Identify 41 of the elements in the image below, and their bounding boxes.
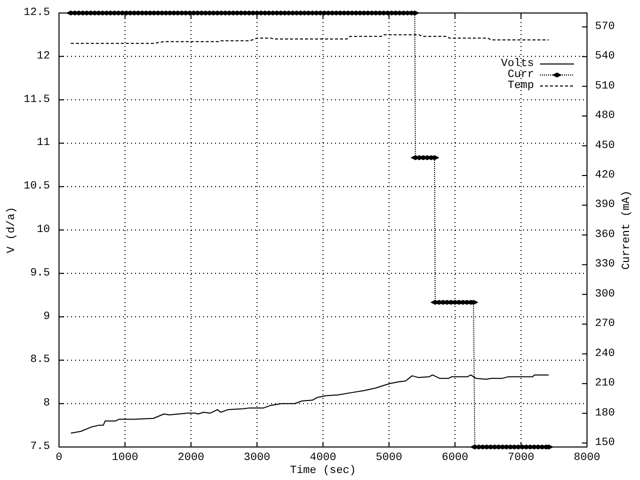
y-tick-label: 11.5 xyxy=(24,94,50,106)
legend-label: Curr xyxy=(508,69,534,81)
x-tick-label: 4000 xyxy=(310,452,336,464)
y-tick-label: 9.5 xyxy=(30,267,50,280)
y-tick-label: 10 xyxy=(36,224,50,236)
x-tick-label: 2000 xyxy=(178,452,204,464)
x-tick-label: 7000 xyxy=(508,452,534,464)
y2-tick-label: 510 xyxy=(595,80,615,92)
y2-tick-label: 150 xyxy=(595,437,615,450)
y2-tick-label: 450 xyxy=(595,140,615,152)
legend-label: Volts xyxy=(500,58,534,70)
y2-tick-label: 540 xyxy=(595,50,615,63)
y-tick-label: 11 xyxy=(36,137,50,150)
y-tick-label: 9 xyxy=(43,310,50,323)
y2-tick-label: 300 xyxy=(595,288,615,300)
x-tick-label: 6000 xyxy=(442,452,468,464)
y-tick-label: 8.5 xyxy=(30,354,50,366)
y2-tick-label: 420 xyxy=(595,170,615,182)
y-tick-label: 8 xyxy=(43,398,50,410)
y2-tick-label: 570 xyxy=(595,20,615,33)
y-tick-label: 7.5 xyxy=(30,441,50,453)
y2-tick-label: 240 xyxy=(595,348,615,360)
y-tick-label: 12 xyxy=(36,50,50,62)
x-tick-label: 0 xyxy=(56,452,62,464)
y2-tick-label: 210 xyxy=(595,378,615,390)
y2-tick-label: 330 xyxy=(595,258,615,271)
y2-tick-label: 360 xyxy=(595,228,615,241)
x-tick-label: 8000 xyxy=(574,452,600,464)
x-tick-label: 1000 xyxy=(112,452,138,464)
legend-label: Temp xyxy=(508,80,534,92)
y2-axis-title: Current (mA) xyxy=(621,190,633,270)
y2-tick-label: 480 xyxy=(595,110,615,122)
x-tick-label: 5000 xyxy=(376,452,402,464)
y2-tick-label: 180 xyxy=(595,407,615,420)
y-axis-title: V (d/a) xyxy=(6,206,18,254)
x-axis-title: Time (sec) xyxy=(290,465,356,477)
y-tick-label: 10.5 xyxy=(24,180,50,193)
y-tick-label: 12.5 xyxy=(24,7,50,19)
y2-tick-label: 390 xyxy=(595,199,615,212)
x-tick-label: 3000 xyxy=(244,452,270,464)
y2-tick-label: 270 xyxy=(595,318,615,330)
